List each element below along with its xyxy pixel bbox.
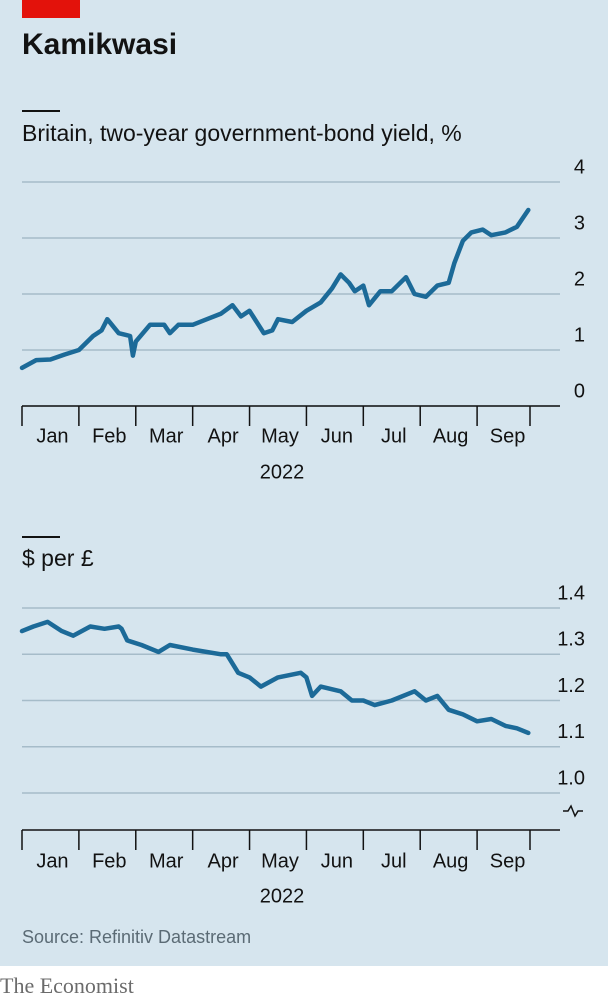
background — [0, 0, 608, 966]
y-tick-label: 1.2 — [557, 675, 585, 697]
x-tick-label: Apr — [208, 425, 239, 447]
x-tick-label: Jun — [321, 850, 353, 872]
page-title: Kamikwasi — [22, 28, 177, 61]
y-tick-label: 1.1 — [557, 721, 585, 743]
y-tick-label: 2 — [574, 268, 585, 290]
x-tick-label: May — [261, 425, 299, 447]
x-tick-label: Feb — [92, 850, 126, 872]
y-tick-label: 1.4 — [557, 582, 585, 604]
axis-break — [563, 804, 583, 818]
source: Source: Refinitiv Datastream — [22, 927, 251, 947]
x-tick-label: May — [261, 850, 299, 872]
x-tick-label: Jan — [36, 850, 68, 872]
x-tick-label: Jul — [381, 425, 407, 447]
x-axis-label: 2022 — [260, 461, 305, 483]
y-tick-label: 1.3 — [557, 629, 585, 651]
x-tick-label: Jan — [36, 425, 68, 447]
x-tick-label: Jun — [321, 425, 353, 447]
y-tick-label: 1.0 — [557, 767, 585, 789]
y-tick-label: 3 — [574, 212, 585, 234]
x-tick-label: Jul — [381, 850, 407, 872]
x-tick-label: Mar — [149, 425, 184, 447]
brand: The Economist — [0, 973, 134, 998]
y-tick-label: 1 — [574, 324, 585, 346]
x-tick-label: Feb — [92, 425, 126, 447]
chart-subtitle: Britain, two-year government-bond yield,… — [22, 120, 462, 146]
data-line — [19, 619, 531, 736]
chart-subtitle: $ per £ — [22, 545, 94, 571]
y-tick-label: 0 — [574, 380, 585, 402]
x-tick-label: Apr — [208, 850, 239, 872]
y-tick-label: 4 — [574, 156, 585, 178]
x-tick-label: Sep — [490, 850, 526, 872]
x-tick-label: Aug — [433, 850, 469, 872]
x-tick-label: Mar — [149, 850, 184, 872]
x-axis-label: 2022 — [260, 885, 305, 907]
red-tag — [22, 0, 80, 18]
x-tick-label: Sep — [490, 425, 526, 447]
x-tick-label: Aug — [433, 425, 469, 447]
data-line — [19, 207, 531, 371]
